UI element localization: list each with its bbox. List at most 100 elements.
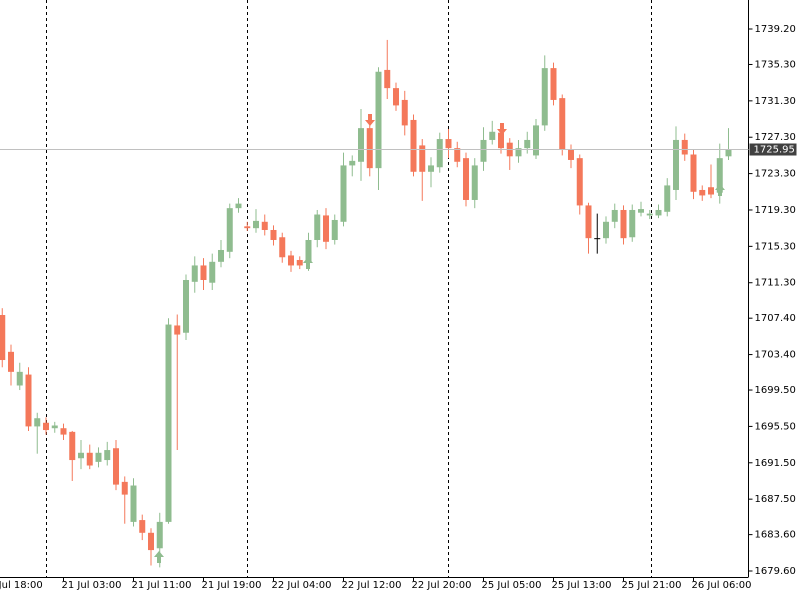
- candle-body: [603, 221, 609, 239]
- candle-body: [16, 371, 23, 386]
- y-tick-label: 1679.60: [755, 566, 796, 577]
- x-tick-label: 22 Jul 20:00: [412, 580, 472, 591]
- candle-body: [515, 148, 522, 157]
- y-tick-label: 1711.30: [755, 278, 796, 289]
- candle-body: [148, 532, 154, 551]
- candle-body: [489, 131, 496, 140]
- y-tick-label: 1695.50: [755, 421, 796, 432]
- candle-body: [121, 481, 128, 495]
- candle-body: [340, 165, 347, 222]
- candle-body: [261, 221, 268, 230]
- candle-body: [244, 226, 251, 229]
- candle-body: [51, 425, 58, 429]
- candle-body: [366, 128, 373, 169]
- y-tick-label: 1687.50: [755, 494, 796, 505]
- x-tick-label: 20 Jul 18:00: [0, 580, 43, 591]
- candle-body: [349, 160, 356, 166]
- candle-body: [156, 521, 163, 549]
- candle-body: [139, 520, 146, 533]
- y-tick-label: 1719.30: [755, 205, 796, 216]
- candle-body: [629, 209, 636, 238]
- candle-body: [104, 450, 111, 461]
- candle-body: [0, 315, 6, 361]
- x-tick-label: 21 Jul 11:00: [132, 580, 192, 591]
- candle-body: [270, 229, 277, 240]
- candle-body: [183, 279, 189, 333]
- candle-body: [130, 485, 137, 522]
- x-tick-label: 26 Jul 06:00: [692, 580, 752, 591]
- candle-body: [585, 205, 592, 239]
- candle-body: [296, 259, 303, 266]
- candle-body: [191, 265, 198, 282]
- candle-body: [533, 125, 539, 156]
- candle-body: [358, 128, 364, 162]
- x-tick-label: 25 Jul 21:00: [622, 580, 682, 591]
- candle-body: [594, 238, 601, 240]
- buy-arrow: [154, 551, 164, 563]
- y-tick-label: 1715.30: [755, 241, 796, 252]
- candle-body: [235, 203, 242, 209]
- candle-body: [576, 158, 583, 206]
- candle-body: [681, 139, 688, 155]
- candle-body: [174, 325, 181, 335]
- y-tick-label: 1691.50: [755, 458, 796, 469]
- y-tick-label: 1739.20: [755, 24, 796, 35]
- candle-body: [113, 448, 119, 485]
- candle-body: [524, 139, 531, 149]
- y-tick-label: 1735.30: [755, 59, 796, 70]
- candle-body: [331, 219, 338, 240]
- y-tick-label: 1703.40: [755, 350, 796, 361]
- candle-body: [393, 88, 399, 106]
- candle-body: [200, 265, 207, 280]
- candle-body: [401, 99, 408, 126]
- candle-body: [655, 209, 662, 216]
- candle-body: [226, 208, 233, 252]
- candle-body: [445, 139, 452, 149]
- candle-body: [384, 69, 391, 89]
- candle-body: [568, 149, 574, 160]
- x-tick-label: 22 Jul 12:00: [342, 580, 402, 591]
- y-tick-label: 1723.30: [755, 169, 796, 180]
- candle-body: [34, 418, 41, 427]
- candle-body: [716, 158, 723, 193]
- x-tick-label: 25 Jul 13:00: [552, 580, 612, 591]
- candle-body: [419, 145, 426, 172]
- candle-body: [288, 255, 294, 266]
- candle-body: [60, 428, 67, 435]
- candle-body: [646, 213, 653, 216]
- candle-body: [375, 71, 382, 169]
- candle-body: [708, 187, 714, 195]
- candle-body: [410, 119, 417, 172]
- candle-body: [480, 139, 487, 162]
- candle-body: [550, 68, 557, 100]
- candle-body: [314, 214, 321, 240]
- y-tick-label: 1699.50: [755, 385, 796, 396]
- x-tick-label: 25 Jul 05:00: [482, 580, 542, 591]
- candle-body: [541, 68, 548, 126]
- candle-body: [253, 220, 259, 229]
- candle-body: [279, 237, 286, 258]
- candle-body: [305, 239, 312, 262]
- candle-body: [690, 154, 697, 192]
- candle-body: [43, 422, 49, 431]
- candle-body: [463, 158, 469, 200]
- candle-body: [165, 324, 172, 522]
- candle-body: [471, 165, 478, 200]
- last-price-label: 1725.95: [754, 145, 795, 156]
- candle-body: [664, 185, 671, 212]
- candle-body: [673, 139, 679, 190]
- day-separators: [46, 0, 652, 577]
- candle-body: [8, 351, 14, 372]
- candle-body: [620, 209, 627, 239]
- candle-body: [69, 431, 76, 461]
- candle-body: [611, 209, 618, 222]
- y-tick-label: 1707.40: [755, 313, 796, 324]
- candle-body: [428, 165, 434, 172]
- candle-body: [86, 452, 93, 466]
- candle-body: [638, 209, 644, 213]
- candle-body: [498, 132, 504, 149]
- candle-body: [25, 374, 32, 427]
- y-tick-label: 1727.30: [755, 132, 796, 143]
- candle-body: [209, 261, 216, 283]
